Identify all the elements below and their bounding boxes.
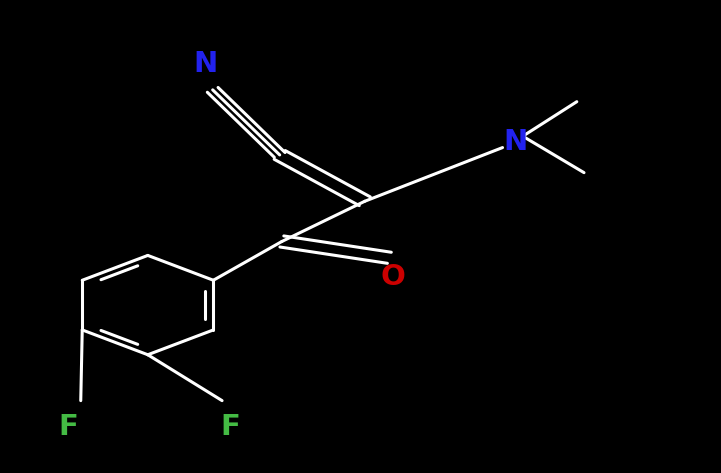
Text: F: F [58,412,79,441]
Text: F: F [221,412,241,441]
Text: N: N [193,50,218,78]
Text: N: N [503,128,528,156]
Text: O: O [381,263,405,291]
